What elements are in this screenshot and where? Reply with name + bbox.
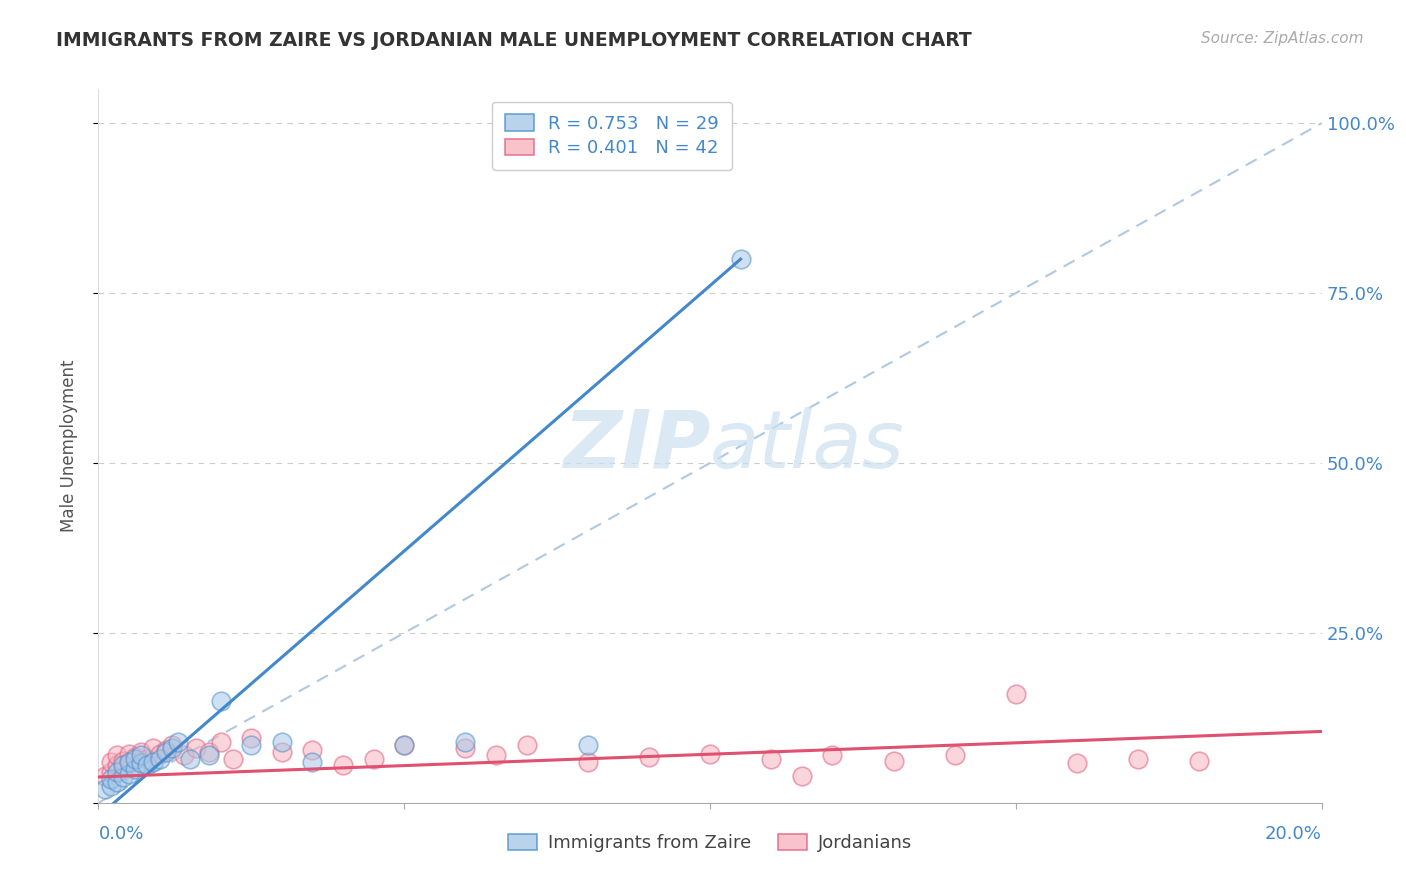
Point — [100, 765, 122, 780]
Point — [155, 743, 177, 757]
Point — [105, 775, 128, 789]
Point — [270, 745, 292, 759]
Point — [129, 745, 152, 759]
Point — [160, 741, 183, 756]
Point — [100, 755, 122, 769]
Point — [485, 748, 508, 763]
Text: 20.0%: 20.0% — [1265, 825, 1322, 843]
Point — [124, 749, 146, 764]
Point — [301, 755, 323, 769]
Point — [111, 754, 134, 768]
Point — [332, 758, 354, 772]
Point — [124, 751, 146, 765]
Point — [186, 741, 208, 756]
Point — [363, 751, 385, 765]
Point — [637, 749, 661, 764]
Point — [197, 748, 219, 763]
Point — [301, 743, 323, 757]
Point — [100, 779, 122, 793]
Point — [149, 747, 172, 761]
Legend: Immigrants from Zaire, Jordanians: Immigrants from Zaire, Jordanians — [495, 822, 925, 865]
Point — [699, 747, 721, 761]
Point — [118, 756, 141, 771]
Point — [118, 755, 141, 769]
Point — [167, 734, 190, 748]
Point — [105, 765, 128, 780]
Y-axis label: Male Unemployment: Male Unemployment — [59, 359, 77, 533]
Point — [516, 738, 538, 752]
Point — [118, 767, 141, 781]
Point — [883, 754, 905, 768]
Point — [129, 748, 152, 763]
Point — [790, 769, 813, 783]
Point — [222, 751, 245, 765]
Point — [197, 745, 219, 759]
Point — [155, 745, 177, 759]
Point — [943, 748, 966, 763]
Point — [576, 755, 599, 769]
Point — [173, 748, 195, 763]
Point — [209, 734, 232, 748]
Point — [124, 762, 146, 776]
Point — [392, 738, 416, 752]
Point — [93, 769, 115, 783]
Point — [240, 738, 263, 752]
Point — [136, 758, 159, 772]
Point — [118, 747, 141, 761]
Point — [1188, 754, 1211, 768]
Text: 0.0%: 0.0% — [98, 825, 143, 843]
Point — [111, 770, 134, 784]
Text: Source: ZipAtlas.com: Source: ZipAtlas.com — [1201, 31, 1364, 46]
Point — [105, 758, 128, 772]
Point — [1128, 751, 1150, 765]
Point — [730, 252, 752, 266]
Point — [576, 738, 599, 752]
Point — [240, 731, 263, 746]
Point — [100, 772, 122, 786]
Point — [160, 738, 183, 752]
Point — [136, 751, 159, 765]
Point — [759, 751, 782, 765]
Point — [454, 741, 477, 756]
Point — [209, 694, 232, 708]
Point — [129, 756, 152, 771]
Point — [105, 748, 128, 763]
Point — [821, 748, 844, 763]
Point — [142, 741, 165, 756]
Point — [1004, 687, 1026, 701]
Point — [111, 763, 134, 777]
Text: atlas: atlas — [710, 407, 905, 485]
Point — [270, 734, 292, 748]
Text: ZIP: ZIP — [562, 407, 710, 485]
Point — [179, 751, 201, 765]
Point — [1066, 756, 1088, 771]
Point — [454, 734, 477, 748]
Point — [149, 751, 172, 765]
Point — [392, 738, 416, 752]
Point — [93, 782, 115, 797]
Text: IMMIGRANTS FROM ZAIRE VS JORDANIAN MALE UNEMPLOYMENT CORRELATION CHART: IMMIGRANTS FROM ZAIRE VS JORDANIAN MALE … — [56, 31, 972, 50]
Point — [111, 758, 134, 772]
Point — [142, 755, 165, 769]
